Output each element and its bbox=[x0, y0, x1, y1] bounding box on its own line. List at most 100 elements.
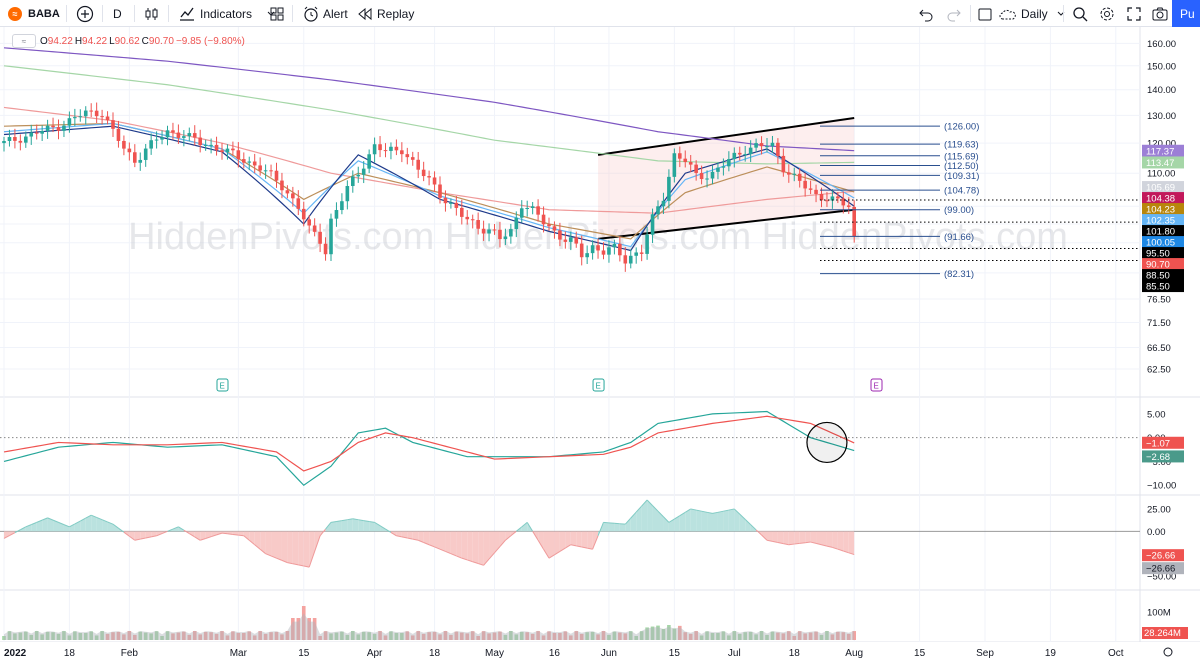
top-toolbar: ≈ BABA D Indicators Alert Replay Daily bbox=[0, 0, 1200, 27]
osc1-value-tag-bg bbox=[1142, 450, 1184, 463]
volume-bar bbox=[105, 633, 110, 640]
fullscreen-button[interactable] bbox=[1125, 0, 1143, 27]
osc2-area-segment bbox=[685, 508, 691, 532]
fullscreen-rect-button[interactable] bbox=[977, 0, 993, 27]
volume-bar bbox=[165, 631, 170, 640]
volume-bar bbox=[252, 635, 257, 640]
interval-button[interactable]: D bbox=[113, 6, 122, 21]
osc2-area-edge bbox=[706, 511, 713, 514]
candle-body bbox=[579, 243, 584, 258]
candle-body bbox=[672, 153, 677, 177]
osc2-area-edge bbox=[129, 535, 136, 541]
volume-bar bbox=[40, 634, 44, 640]
osc2-area-segment bbox=[821, 531, 827, 547]
osc2-area-edge bbox=[314, 535, 321, 552]
symbol-search[interactable]: ≈ BABA bbox=[8, 0, 60, 27]
candle-body bbox=[345, 185, 350, 202]
candle-body bbox=[765, 146, 769, 148]
replay-button[interactable]: Replay bbox=[357, 0, 414, 27]
channel-upper-line bbox=[597, 117, 855, 156]
osc2-area-edge bbox=[358, 519, 364, 522]
search-button[interactable] bbox=[1071, 0, 1089, 27]
candle-body bbox=[252, 161, 257, 166]
candle-body bbox=[18, 140, 23, 143]
symbol-logo-icon: ≈ bbox=[8, 6, 22, 21]
osc2-area-edge bbox=[183, 529, 190, 534]
volume-bar bbox=[18, 632, 23, 640]
chart-type-button[interactable] bbox=[143, 0, 161, 27]
osc2-area-segment bbox=[363, 520, 370, 532]
redo-button[interactable] bbox=[946, 0, 962, 27]
volume-bar bbox=[492, 632, 497, 640]
time-axis-tick: Jun bbox=[601, 648, 617, 659]
osc2-area-segment bbox=[570, 531, 577, 546]
osc2-area-segment bbox=[767, 531, 773, 542]
publish-button[interactable]: Pu bbox=[1172, 0, 1200, 27]
timeframe-label: Daily bbox=[1021, 6, 1048, 21]
time-axis-tick: Sep bbox=[976, 648, 994, 659]
chart-area[interactable]: HiddenPivots.com HiddenPivots.com Hidden… bbox=[0, 27, 1200, 664]
volume-bar bbox=[427, 632, 431, 640]
layouts-button[interactable] bbox=[268, 0, 286, 27]
volume-bar bbox=[307, 618, 311, 640]
compare-symbol-button[interactable] bbox=[76, 0, 94, 27]
alert-button[interactable]: Alert bbox=[302, 0, 348, 27]
candle-body bbox=[814, 189, 818, 194]
candle-body bbox=[361, 168, 366, 175]
volume-bar bbox=[618, 632, 622, 640]
volume-bar bbox=[351, 631, 355, 640]
osc2-area-segment bbox=[641, 500, 648, 532]
volume-bar bbox=[688, 633, 693, 640]
price-tag-label: 85.50 bbox=[1146, 282, 1170, 293]
osc2-area-segment bbox=[423, 531, 430, 545]
volume-bar bbox=[334, 632, 339, 640]
price-tag-bg bbox=[1142, 258, 1184, 271]
osc2-area-edge bbox=[161, 530, 168, 535]
osc2-area-segment bbox=[309, 531, 315, 568]
volume-bar bbox=[122, 634, 126, 640]
earnings-marker-box bbox=[216, 378, 229, 392]
volume-bar bbox=[443, 631, 448, 640]
indicators-button[interactable]: Indicators bbox=[178, 0, 278, 27]
time-axis-tick: 16 bbox=[549, 648, 561, 659]
time-axis-tick: Aug bbox=[845, 648, 863, 659]
snapshot-button[interactable] bbox=[1151, 0, 1169, 27]
price-tag-label: 90.70 bbox=[1146, 260, 1170, 271]
osc2-area-segment bbox=[156, 531, 163, 536]
candle-body bbox=[667, 176, 671, 201]
osc2-area-segment bbox=[303, 531, 310, 568]
volume-bar bbox=[476, 635, 480, 640]
earnings-marker-label: E bbox=[874, 382, 879, 391]
price-axis-tick: 62.50 bbox=[1147, 365, 1171, 376]
candle-body bbox=[73, 117, 77, 119]
timeframe-dropdown[interactable]: Daily bbox=[998, 0, 1068, 27]
price-tag-label: 113.47 bbox=[1146, 158, 1174, 169]
osc2-area-segment bbox=[341, 519, 348, 532]
candle-body bbox=[716, 167, 720, 172]
osc2-area-segment bbox=[745, 519, 751, 532]
volume-bar bbox=[830, 634, 835, 640]
osc2-value-tag-bg bbox=[1142, 549, 1184, 562]
price-tag: 104.38 bbox=[1142, 192, 1184, 205]
osc1-value-tag: −1.07 bbox=[1142, 436, 1184, 449]
price-tag-label: 104.38 bbox=[1146, 194, 1175, 205]
candle-body bbox=[819, 193, 824, 201]
candle-body bbox=[2, 141, 6, 144]
osc2-area-edge bbox=[303, 565, 310, 568]
undo-button[interactable] bbox=[918, 0, 934, 27]
osc2-area-edge bbox=[205, 536, 212, 539]
osc2-area-edge bbox=[766, 539, 773, 542]
osc2-area-edge bbox=[581, 546, 588, 549]
settings-button[interactable] bbox=[1098, 0, 1116, 27]
osc2-area-segment bbox=[102, 519, 108, 532]
volume-bar bbox=[421, 633, 426, 640]
candle-body bbox=[89, 110, 93, 112]
osc2-area-segment bbox=[352, 518, 359, 532]
osc2-area-segment bbox=[47, 517, 54, 532]
osc2-area-edge bbox=[308, 551, 316, 568]
price-tag-bg bbox=[1142, 181, 1184, 194]
legend-toggle[interactable]: ≈ bbox=[12, 34, 36, 48]
osc2-area-edge bbox=[434, 546, 441, 550]
candle-body bbox=[410, 157, 415, 160]
osc2-area-edge bbox=[14, 529, 21, 534]
